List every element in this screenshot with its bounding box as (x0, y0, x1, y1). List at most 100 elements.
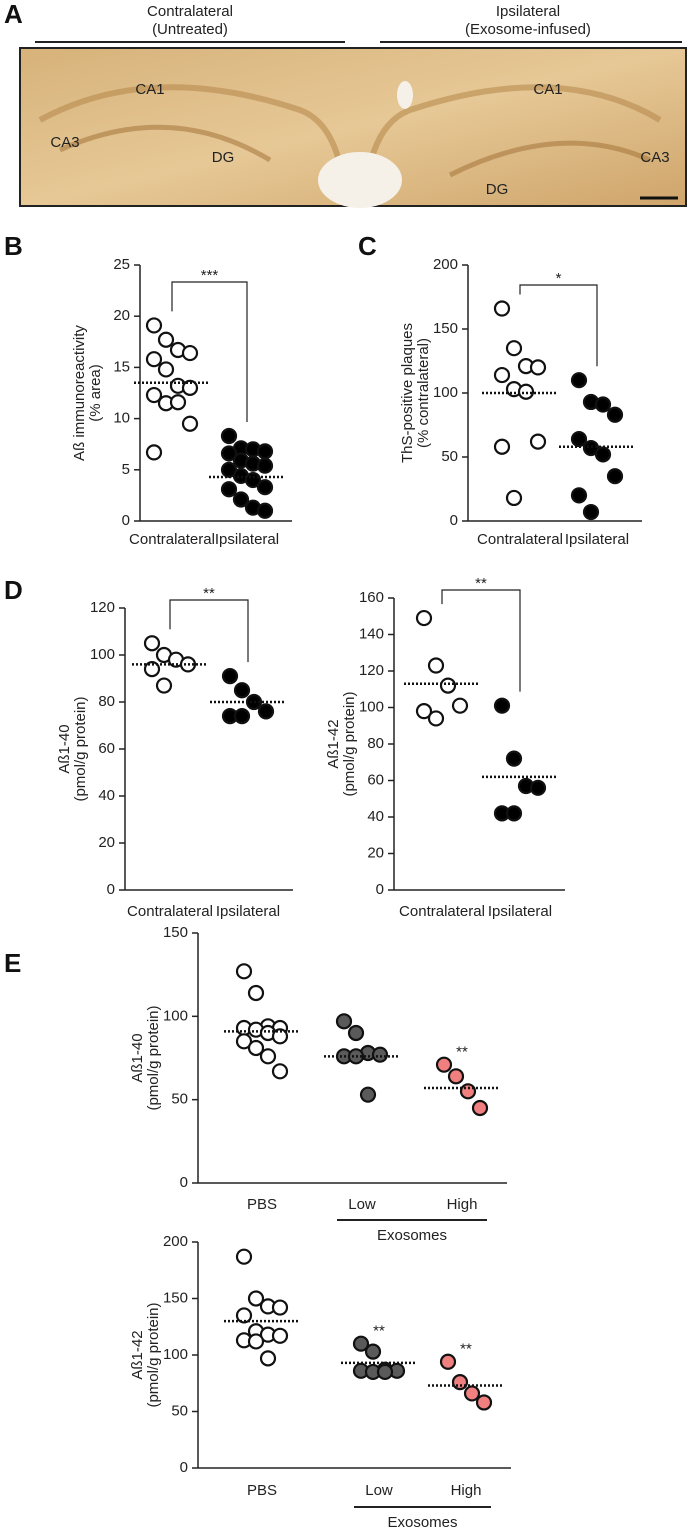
data-point (256, 502, 274, 519)
y-tick-label: 100 (359, 698, 384, 715)
group-label: Exosomes (387, 1514, 457, 1531)
y-tick-label: 100 (163, 1007, 188, 1024)
x-tick-label: Ipsilateral (216, 903, 280, 920)
y-tick-label: 120 (90, 599, 115, 616)
y-tick-label: 100 (90, 646, 115, 663)
data-point (235, 1307, 253, 1324)
data-point (247, 984, 265, 1002)
y-axis-label: Aß1-40 (129, 1033, 146, 1082)
significance-label: ** (460, 1341, 472, 1358)
y-tick-label: 150 (163, 1289, 188, 1306)
y-tick-label: 60 (98, 740, 115, 757)
y-axis-label: (pmol/g protein) (145, 1302, 162, 1407)
panel-letter: C (358, 231, 377, 261)
significance-label: * (556, 270, 562, 287)
data-point (427, 657, 445, 674)
x-tick-label: High (447, 1196, 478, 1213)
x-tick-label: Contralateral (129, 531, 215, 548)
y-axis-label: Aß immunoreactivity (71, 325, 88, 461)
region-label: DG (486, 181, 509, 198)
data-point (145, 351, 163, 368)
data-point (606, 468, 624, 485)
data-point (271, 1299, 289, 1316)
data-point (221, 668, 239, 685)
data-point (235, 1248, 253, 1265)
data-point (471, 1099, 489, 1117)
data-point (517, 383, 535, 400)
x-tick-label: PBS (247, 1482, 277, 1499)
data-point (459, 1083, 477, 1100)
data-point (439, 677, 457, 694)
y-tick-label: 5 (122, 461, 130, 478)
data-point (505, 750, 523, 767)
data-point (475, 1394, 493, 1411)
data-point (181, 344, 199, 362)
y-axis-label: (pmol/g protein) (72, 696, 89, 801)
data-point (493, 697, 511, 714)
region-label: CA1 (135, 81, 164, 98)
data-point (155, 677, 173, 694)
data-point (439, 1353, 457, 1370)
y-tick-label: 25 (113, 256, 130, 273)
data-point (256, 479, 274, 496)
y-tick-label: 0 (450, 512, 458, 529)
data-point (570, 372, 588, 389)
y-axis-label: (pmol/g protein) (145, 1005, 162, 1110)
y-tick-label: 0 (122, 512, 130, 529)
y-tick-label: 20 (113, 307, 130, 324)
x-tick-label: Ipsilateral (565, 531, 629, 548)
header-title: Contralateral (147, 3, 233, 20)
data-point (529, 359, 547, 376)
header-title: (Exosome-infused) (465, 21, 591, 38)
significance-bracket (169, 599, 249, 663)
data-point (233, 682, 251, 699)
y-tick-label: 50 (171, 1091, 188, 1108)
data-point (376, 1363, 394, 1381)
data-point (256, 443, 274, 460)
data-point (257, 703, 275, 720)
y-axis-label: (pmol/g protein) (341, 691, 358, 796)
data-point (143, 635, 161, 652)
data-point (235, 1033, 253, 1050)
y-tick-label: 40 (367, 808, 384, 825)
data-point (259, 1048, 277, 1065)
significance-bracket (441, 589, 521, 692)
region-label: CA3 (50, 134, 79, 151)
y-tick-label: 200 (433, 256, 458, 273)
data-point (364, 1343, 382, 1360)
data-point (271, 1063, 289, 1080)
panel-letter: E (4, 948, 21, 978)
significance-label: *** (201, 267, 219, 284)
significance-bracket (171, 281, 248, 423)
data-point (529, 433, 547, 450)
data-point (582, 503, 600, 521)
y-tick-label: 20 (98, 834, 115, 851)
y-tick-label: 80 (98, 693, 115, 710)
y-tick-label: 100 (433, 384, 458, 401)
region-label: DG (212, 149, 235, 166)
y-axis-label: Aß1-42 (325, 719, 342, 768)
x-tick-label: Ipsilateral (215, 531, 279, 548)
y-tick-label: 10 (113, 410, 130, 427)
data-point (463, 1385, 481, 1402)
x-tick-label: Low (365, 1482, 393, 1499)
data-point (335, 1013, 353, 1030)
data-point (256, 457, 274, 474)
data-point (247, 1333, 265, 1350)
data-point (181, 415, 199, 432)
data-point (415, 703, 433, 720)
y-tick-label: 140 (359, 625, 384, 642)
significance-bracket (519, 284, 598, 367)
data-point (505, 340, 523, 357)
y-tick-label: 200 (163, 1233, 188, 1250)
data-point (493, 438, 511, 455)
region-label: CA1 (533, 81, 562, 98)
y-tick-label: 15 (113, 358, 130, 375)
data-point (233, 707, 251, 725)
data-point (145, 317, 163, 334)
group-label: Exosomes (377, 1227, 447, 1244)
data-point (451, 697, 469, 714)
y-tick-label: 150 (163, 924, 188, 941)
y-axis-label: Aß1-40 (56, 724, 73, 773)
